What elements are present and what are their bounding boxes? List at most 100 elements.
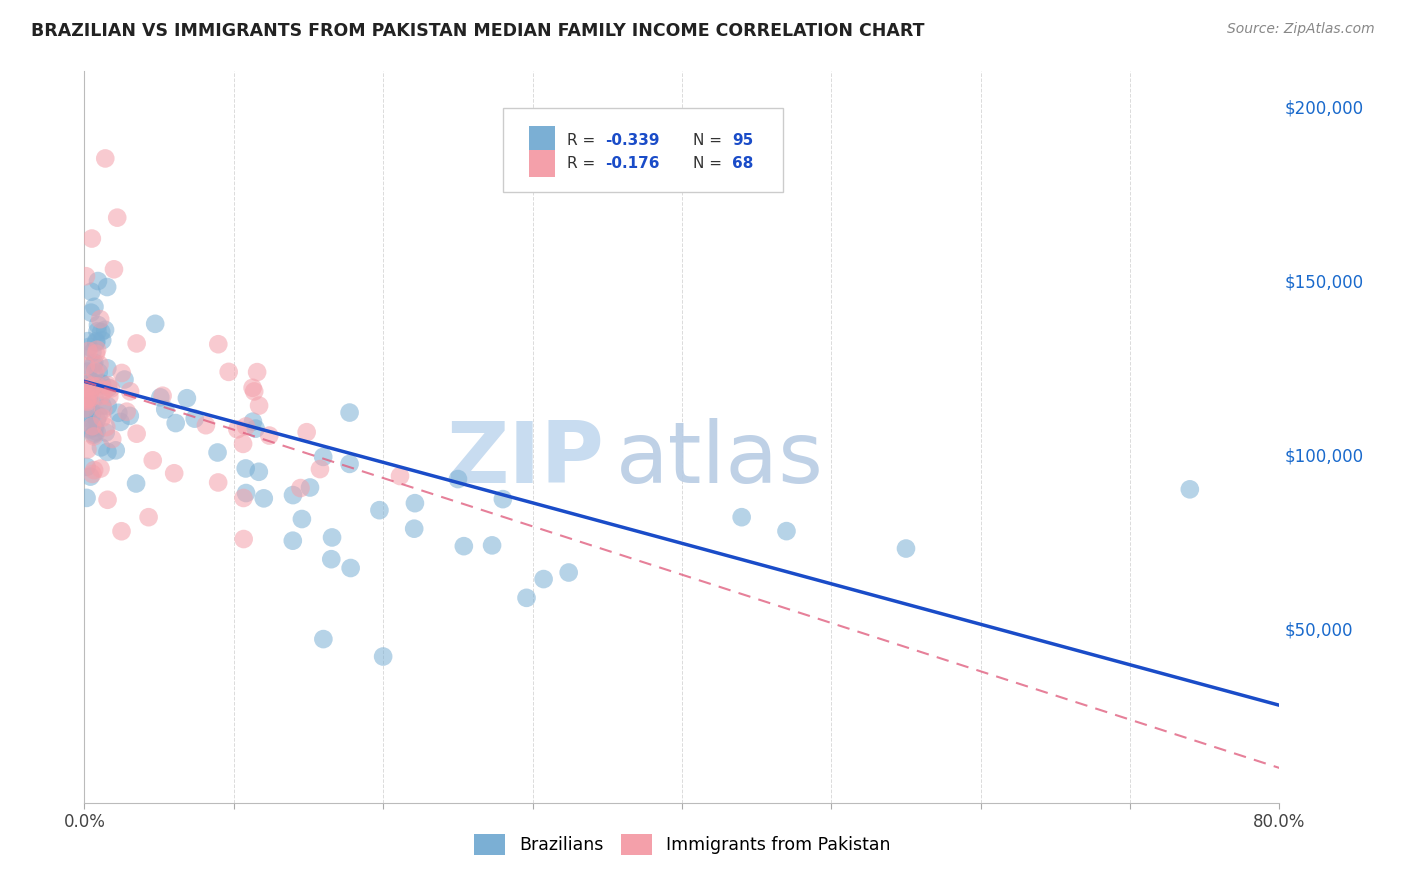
Point xyxy=(103,262,125,277)
Point xyxy=(89,358,111,372)
Point xyxy=(75,269,97,284)
Text: -0.176: -0.176 xyxy=(606,156,659,171)
Point xyxy=(183,411,205,425)
Point xyxy=(207,445,229,459)
Point xyxy=(76,394,98,409)
Point xyxy=(79,402,101,417)
Point xyxy=(453,539,475,553)
Point xyxy=(1178,483,1201,497)
Point xyxy=(731,510,754,524)
Point xyxy=(87,318,110,332)
Point xyxy=(165,416,187,430)
Point xyxy=(309,462,332,476)
Point xyxy=(115,404,138,418)
Point xyxy=(492,492,515,507)
Point xyxy=(775,524,797,538)
Point xyxy=(253,491,276,506)
Point xyxy=(481,538,503,552)
Point xyxy=(232,491,254,505)
Point xyxy=(312,450,335,464)
Point xyxy=(295,425,318,440)
Point xyxy=(894,541,917,556)
Bar xyxy=(529,127,555,154)
Point xyxy=(91,334,114,348)
Point xyxy=(97,378,120,392)
Point xyxy=(84,347,107,361)
Point xyxy=(83,356,105,370)
Text: R =: R = xyxy=(567,156,600,171)
Point xyxy=(97,399,120,413)
Text: -0.339: -0.339 xyxy=(606,133,659,147)
Point xyxy=(79,469,101,483)
Point xyxy=(243,384,266,399)
Point xyxy=(90,389,112,403)
Point xyxy=(91,402,114,417)
Point xyxy=(194,418,217,433)
Point xyxy=(404,496,426,510)
Point xyxy=(83,376,105,390)
Point xyxy=(82,345,104,359)
Point xyxy=(142,453,165,467)
Point xyxy=(80,407,103,421)
Point xyxy=(91,399,114,413)
Point xyxy=(80,375,103,389)
FancyBboxPatch shape xyxy=(503,108,783,192)
Text: Source: ZipAtlas.com: Source: ZipAtlas.com xyxy=(1227,22,1375,37)
Point xyxy=(86,413,108,427)
Point xyxy=(87,274,110,288)
Point xyxy=(84,364,107,378)
Point xyxy=(104,443,127,458)
Point xyxy=(82,427,104,442)
Point xyxy=(218,365,240,379)
Point xyxy=(80,419,103,434)
Point xyxy=(232,532,254,546)
Point xyxy=(75,382,97,396)
Point xyxy=(86,324,108,338)
Point xyxy=(84,335,107,350)
Point xyxy=(94,323,117,337)
Point xyxy=(75,381,97,395)
Text: 95: 95 xyxy=(733,133,754,147)
Point xyxy=(83,426,105,441)
Point xyxy=(339,561,361,575)
Point xyxy=(404,522,426,536)
Point xyxy=(259,428,281,442)
Point xyxy=(447,472,470,486)
Point xyxy=(373,649,395,664)
Point xyxy=(76,459,98,474)
Point xyxy=(321,552,343,566)
Point xyxy=(75,410,97,425)
Point xyxy=(82,419,104,434)
Point xyxy=(90,376,112,391)
Point xyxy=(105,211,128,225)
Point xyxy=(312,632,335,646)
Text: BRAZILIAN VS IMMIGRANTS FROM PAKISTAN MEDIAN FAMILY INCOME CORRELATION CHART: BRAZILIAN VS IMMIGRANTS FROM PAKISTAN ME… xyxy=(31,22,924,40)
Point xyxy=(96,420,118,434)
Point xyxy=(242,415,264,429)
Point xyxy=(246,365,269,379)
Point xyxy=(89,461,111,475)
Point xyxy=(79,391,101,405)
Point xyxy=(247,399,270,413)
Point xyxy=(368,503,391,517)
Point xyxy=(110,415,132,429)
Point xyxy=(235,419,257,434)
Point xyxy=(82,358,104,372)
Point xyxy=(247,465,270,479)
Point xyxy=(76,334,98,348)
Point xyxy=(207,337,229,351)
Point xyxy=(101,432,124,446)
Point xyxy=(321,531,343,545)
Point xyxy=(75,401,97,416)
Point xyxy=(89,312,111,326)
Point xyxy=(80,231,103,245)
Point xyxy=(80,383,103,397)
Point xyxy=(83,366,105,380)
Point xyxy=(298,481,321,495)
Point xyxy=(86,343,108,357)
Point xyxy=(83,300,105,314)
Legend: Brazilians, Immigrants from Pakistan: Brazilians, Immigrants from Pakistan xyxy=(465,825,898,863)
Point xyxy=(91,410,114,425)
Point xyxy=(76,392,98,406)
Text: N =: N = xyxy=(693,156,727,171)
